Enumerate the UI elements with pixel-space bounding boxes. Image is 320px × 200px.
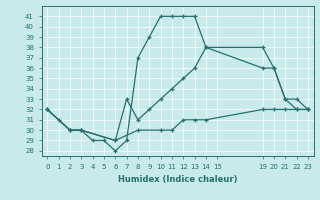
X-axis label: Humidex (Indice chaleur): Humidex (Indice chaleur) (118, 175, 237, 184)
